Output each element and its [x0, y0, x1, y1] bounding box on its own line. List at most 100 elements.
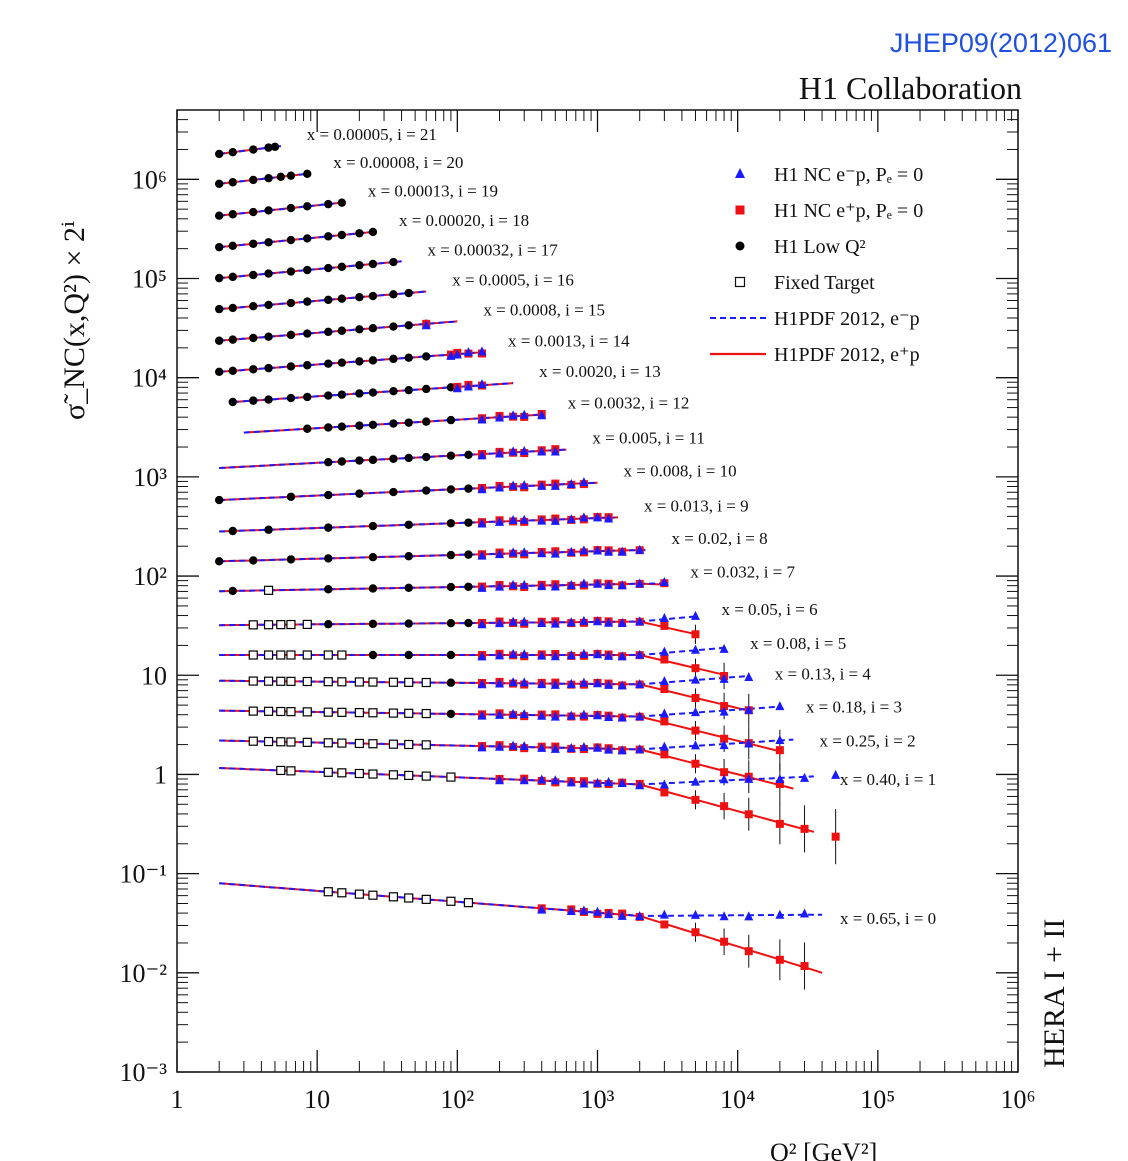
nc-ep-minus-point	[775, 774, 785, 784]
fixed-target-point	[302, 737, 312, 747]
nc-ep-minus-point	[508, 616, 518, 626]
nc-ep-minus-point	[537, 904, 547, 914]
low-q2-point	[422, 452, 431, 462]
fit-curve-ep-minus	[219, 738, 794, 751]
y-tick-label: 10³	[133, 463, 167, 492]
low-q2-point	[368, 324, 378, 333]
y-tick-label: 10⁶	[132, 165, 167, 194]
nc-ep-minus-point	[537, 710, 547, 720]
fixed-target-point	[354, 677, 364, 687]
low-q2-point	[404, 321, 413, 330]
fit-curve-ep-plus	[219, 882, 823, 974]
nc-ep-plus-point	[660, 621, 669, 630]
fixed-target-point	[421, 771, 431, 781]
low-q2-point	[404, 453, 413, 463]
nc-ep-minus-point	[617, 778, 627, 788]
bin-label: x = 0.0008, i = 15	[483, 300, 605, 319]
low-q2-point	[324, 359, 333, 368]
nc-ep-minus-point	[579, 742, 589, 752]
nc-ep-minus-point	[537, 515, 547, 525]
nc-ep-minus-point	[495, 618, 505, 628]
nc-ep-minus-point	[519, 409, 529, 419]
fixed-target-point	[323, 650, 333, 660]
low-q2-point	[303, 392, 312, 402]
fixed-target-point	[276, 706, 286, 717]
nc-ep-minus-point	[635, 544, 645, 554]
nc-ep-plus-point	[660, 920, 669, 929]
nc-ep-minus-point	[617, 580, 627, 590]
legend-entry: H1 NC e⁻p, Pₑ = 0	[735, 164, 923, 186]
nc-ep-minus-point	[550, 480, 560, 490]
nc-ep-minus-point	[537, 742, 547, 752]
fixed-target-point	[368, 739, 378, 749]
bin-label: x = 0.08, i = 5	[750, 634, 846, 653]
low-q2-point	[446, 485, 456, 494]
nc-ep-minus-point	[566, 905, 576, 915]
legend-entry: H1 Low Q²	[735, 236, 866, 258]
nc-ep-minus-point	[604, 580, 614, 590]
nc-ep-minus-point	[519, 709, 529, 719]
low-q2-point	[324, 554, 333, 563]
nc-ep-minus-point	[604, 617, 614, 627]
low-q2-point	[286, 555, 296, 564]
low-q2-point	[337, 230, 347, 240]
low-q2-point	[404, 418, 413, 427]
nc-ep-minus-point	[744, 773, 754, 783]
low-q2-point	[324, 391, 333, 400]
low-q2-point	[324, 523, 333, 532]
nc-ep-minus-point	[550, 775, 560, 785]
low-q2-point	[214, 304, 224, 314]
nc-ep-minus-point	[719, 911, 729, 921]
low-q2-point	[228, 210, 237, 219]
x-tick-label: 1	[171, 1085, 184, 1114]
low-q2-point	[264, 363, 273, 373]
legend-label: H1 NC e⁺p, Pₑ = 0	[774, 200, 923, 222]
nc-ep-minus-point	[593, 710, 602, 720]
bin-label: x = 0.40, i = 1	[840, 770, 936, 789]
low-q2-point	[404, 619, 413, 628]
low-q2-point	[228, 526, 237, 536]
low-q2-point	[214, 149, 224, 159]
low-q2-point	[355, 325, 364, 334]
nc-ep-minus-point	[495, 482, 505, 492]
nc-ep-minus-point	[579, 477, 589, 487]
side-label: HERA I + II	[1038, 919, 1071, 1068]
low-q2-point	[464, 550, 473, 559]
low-q2-point	[264, 238, 273, 247]
nc-ep-minus-point	[519, 480, 529, 490]
nc-ep-minus-point	[579, 615, 589, 625]
low-q2-point	[214, 336, 224, 345]
fixed-target-point	[263, 706, 274, 716]
legend-label: Fixed Target	[774, 272, 875, 294]
nc-ep-minus-point	[604, 744, 614, 754]
low-q2-point	[324, 263, 333, 273]
low-q2-point	[446, 650, 456, 660]
nc-ep-minus-point	[519, 445, 529, 455]
nc-ep-minus-point	[635, 616, 645, 626]
low-q2-point	[355, 229, 364, 238]
low-q2-point	[276, 172, 285, 182]
low-q2-point	[214, 179, 224, 188]
low-q2-point	[249, 396, 258, 405]
nc-ep-minus-point	[579, 905, 589, 915]
low-q2-point	[355, 489, 364, 498]
nc-ep-minus-point	[550, 618, 560, 628]
nc-ep-minus-point	[617, 617, 627, 627]
low-q2-point	[404, 288, 413, 298]
low-q2-point	[228, 586, 237, 596]
nc-ep-minus-point	[659, 577, 669, 587]
nc-ep-minus-point	[495, 412, 505, 422]
y-tick-label: 10⁻²	[119, 959, 167, 988]
fixed-target-point	[421, 677, 431, 688]
fixed-target-point	[286, 650, 296, 660]
low-q2-point	[303, 424, 312, 433]
nc-ep-plus-point	[775, 955, 784, 964]
fixed-target-point	[286, 619, 296, 630]
low-q2-point	[446, 618, 456, 628]
nc-ep-minus-point	[477, 742, 487, 752]
nc-ep-minus-point	[477, 484, 487, 494]
fixed-target-point	[263, 650, 274, 660]
nc-ep-minus-point	[477, 518, 487, 528]
low-q2-point	[464, 518, 473, 527]
nc-ep-minus-point	[744, 704, 754, 714]
